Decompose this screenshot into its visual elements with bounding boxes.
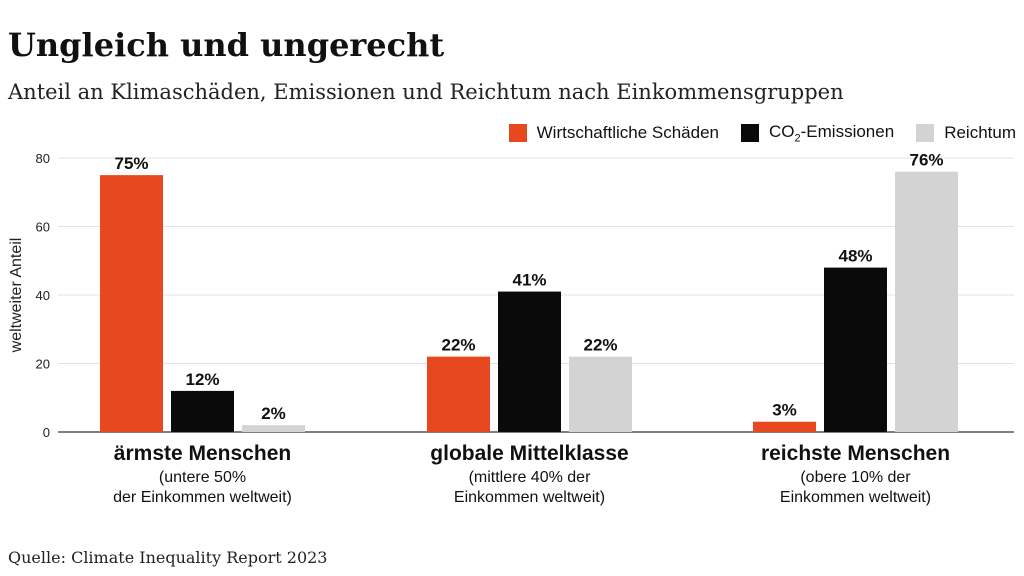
bar-value-label: 76% — [909, 151, 943, 170]
legend-item-damage: Wirtschaftliche Schäden — [508, 123, 720, 143]
bar-value-label: 41% — [512, 271, 546, 290]
category-title: reichste Menschen — [761, 442, 950, 465]
bar-value-label: 22% — [583, 336, 617, 355]
legend-co2-subscript: 2 — [794, 132, 801, 145]
bar — [895, 171, 958, 432]
y-tick-label: 80 — [36, 151, 50, 166]
legend-label-co2: CO2-Emissionen — [769, 122, 894, 144]
bar — [498, 291, 561, 432]
bar — [569, 356, 632, 432]
legend-item-wealth: Reichtum — [916, 123, 1016, 143]
category-subtitle-line2: der Einkommen weltweit) — [113, 489, 292, 506]
legend-label-wealth: Reichtum — [944, 123, 1016, 143]
legend-swatch-damage — [508, 124, 527, 143]
category-subtitle-line2: Einkommen weltweit) — [780, 489, 931, 506]
category-subtitle-line1: (obere 10% der — [800, 469, 911, 486]
category-subtitle-line2: Einkommen weltweit) — [454, 489, 605, 506]
legend-co2-prefix: CO — [769, 122, 795, 141]
category-title: ärmste Menschen — [114, 442, 291, 465]
legend-item-co2: CO2-Emissionen — [741, 122, 894, 144]
bar — [171, 390, 234, 432]
bar-value-label: 75% — [114, 154, 148, 173]
y-axis-label: weltweiter Anteil — [8, 238, 25, 354]
category-subtitle-line1: (untere 50% — [159, 469, 246, 486]
bar-value-label: 48% — [838, 247, 872, 266]
y-tick-label: 20 — [36, 357, 50, 372]
category-title: globale Mittelklasse — [430, 442, 628, 465]
legend-label-damage: Wirtschaftliche Schäden — [536, 123, 720, 143]
legend-swatch-co2 — [741, 124, 760, 143]
bar-value-label: 3% — [772, 401, 797, 420]
bar — [427, 356, 490, 432]
y-tick-label: 0 — [43, 425, 50, 440]
y-tick-label: 40 — [36, 288, 50, 303]
legend-swatch-wealth — [916, 124, 935, 143]
chart-title: Ungleich und ungerecht — [8, 26, 445, 64]
bar-value-label: 12% — [185, 370, 219, 389]
bar — [824, 267, 887, 432]
bar-value-label: 2% — [261, 404, 286, 423]
source-note: Quelle: Climate Inequality Report 2023 — [8, 548, 328, 567]
category-subtitle-line1: (mittlere 40% der — [469, 469, 591, 486]
bar-value-label: 22% — [441, 336, 475, 355]
chart-legend: Wirtschaftliche Schäden CO2-Emissionen R… — [508, 122, 1016, 144]
bar — [242, 425, 305, 432]
y-tick-label: 60 — [36, 220, 50, 235]
chart-subtitle: Anteil an Klimaschäden, Emissionen und R… — [8, 80, 844, 104]
legend-co2-suffix: -Emissionen — [800, 122, 895, 141]
bar — [753, 421, 816, 432]
bar — [100, 175, 163, 432]
